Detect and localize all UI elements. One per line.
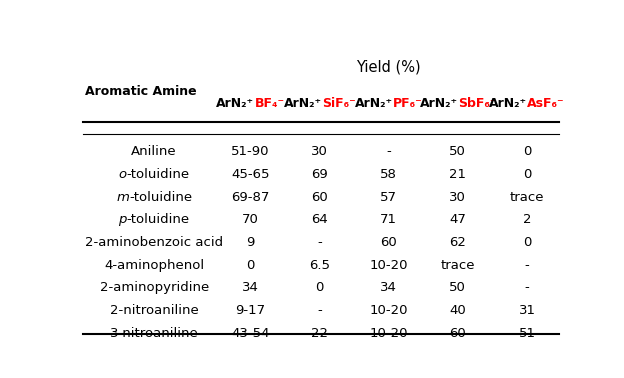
Text: 2-aminobenzoic acid: 2-aminobenzoic acid <box>85 236 223 249</box>
Text: 0: 0 <box>523 168 531 181</box>
Text: m: m <box>116 191 129 203</box>
Text: -: - <box>525 259 529 272</box>
Text: ArN₂⁺: ArN₂⁺ <box>284 97 322 110</box>
Text: Aromatic Amine: Aromatic Amine <box>85 85 197 98</box>
Text: -: - <box>525 281 529 294</box>
Text: 2: 2 <box>523 213 531 226</box>
Text: -toluidine: -toluidine <box>129 191 192 203</box>
Text: 0: 0 <box>523 145 531 158</box>
Text: ArN₂⁺: ArN₂⁺ <box>419 97 457 110</box>
Text: 64: 64 <box>311 213 328 226</box>
Text: SbF₆⁻: SbF₆⁻ <box>457 97 496 110</box>
Text: 45-65: 45-65 <box>231 168 270 181</box>
Text: 6.5: 6.5 <box>309 259 330 272</box>
Text: 60: 60 <box>381 236 397 249</box>
Text: 9: 9 <box>246 236 255 249</box>
Text: 3-nitroaniline: 3-nitroaniline <box>110 327 198 340</box>
Text: SiF₆⁻: SiF₆⁻ <box>322 97 356 110</box>
Text: ArN₂⁺: ArN₂⁺ <box>217 97 255 110</box>
Text: 43-54: 43-54 <box>231 327 270 340</box>
Text: 70: 70 <box>242 213 259 226</box>
Text: trace: trace <box>510 191 544 203</box>
Text: o: o <box>119 168 127 181</box>
Text: 57: 57 <box>380 191 397 203</box>
Text: 40: 40 <box>449 304 466 317</box>
Text: p: p <box>119 213 127 226</box>
Text: 21: 21 <box>449 168 466 181</box>
Text: 22: 22 <box>311 327 328 340</box>
Text: PF₆⁻: PF₆⁻ <box>393 97 422 110</box>
Text: 62: 62 <box>449 236 466 249</box>
Text: -: - <box>386 145 391 158</box>
Text: 30: 30 <box>311 145 328 158</box>
Text: 10-20: 10-20 <box>369 304 408 317</box>
Text: 60: 60 <box>449 327 466 340</box>
Text: 0: 0 <box>315 281 324 294</box>
Text: -: - <box>317 236 322 249</box>
Text: 10-20: 10-20 <box>369 327 408 340</box>
Text: 51-90: 51-90 <box>231 145 270 158</box>
Text: 4-aminophenol: 4-aminophenol <box>104 259 204 272</box>
Text: -toluidine: -toluidine <box>127 168 190 181</box>
Text: Aniline: Aniline <box>132 145 177 158</box>
Text: trace: trace <box>441 259 475 272</box>
Text: 69: 69 <box>311 168 328 181</box>
Text: 60: 60 <box>311 191 328 203</box>
Text: 51: 51 <box>519 327 535 340</box>
Text: 34: 34 <box>242 281 259 294</box>
Text: 0: 0 <box>523 236 531 249</box>
Text: 2-aminopyridine: 2-aminopyridine <box>100 281 209 294</box>
Text: ArN₂⁺: ArN₂⁺ <box>489 97 527 110</box>
Text: 9-17: 9-17 <box>235 304 265 317</box>
Text: AsF₆⁻: AsF₆⁻ <box>527 97 565 110</box>
Text: BF₄⁻: BF₄⁻ <box>255 97 285 110</box>
Text: Yield (%): Yield (%) <box>356 60 421 75</box>
Text: 2-nitroaniline: 2-nitroaniline <box>110 304 198 317</box>
Text: ArN₂⁺: ArN₂⁺ <box>355 97 393 110</box>
Text: 50: 50 <box>449 281 466 294</box>
Text: 30: 30 <box>449 191 466 203</box>
Text: 47: 47 <box>449 213 466 226</box>
Text: 69-87: 69-87 <box>232 191 270 203</box>
Text: 50: 50 <box>449 145 466 158</box>
Text: 0: 0 <box>246 259 255 272</box>
Text: 34: 34 <box>380 281 397 294</box>
Text: -: - <box>317 304 322 317</box>
Text: 31: 31 <box>519 304 535 317</box>
Text: 58: 58 <box>380 168 397 181</box>
Text: -toluidine: -toluidine <box>127 213 190 226</box>
Text: 10-20: 10-20 <box>369 259 408 272</box>
Text: 71: 71 <box>380 213 397 226</box>
